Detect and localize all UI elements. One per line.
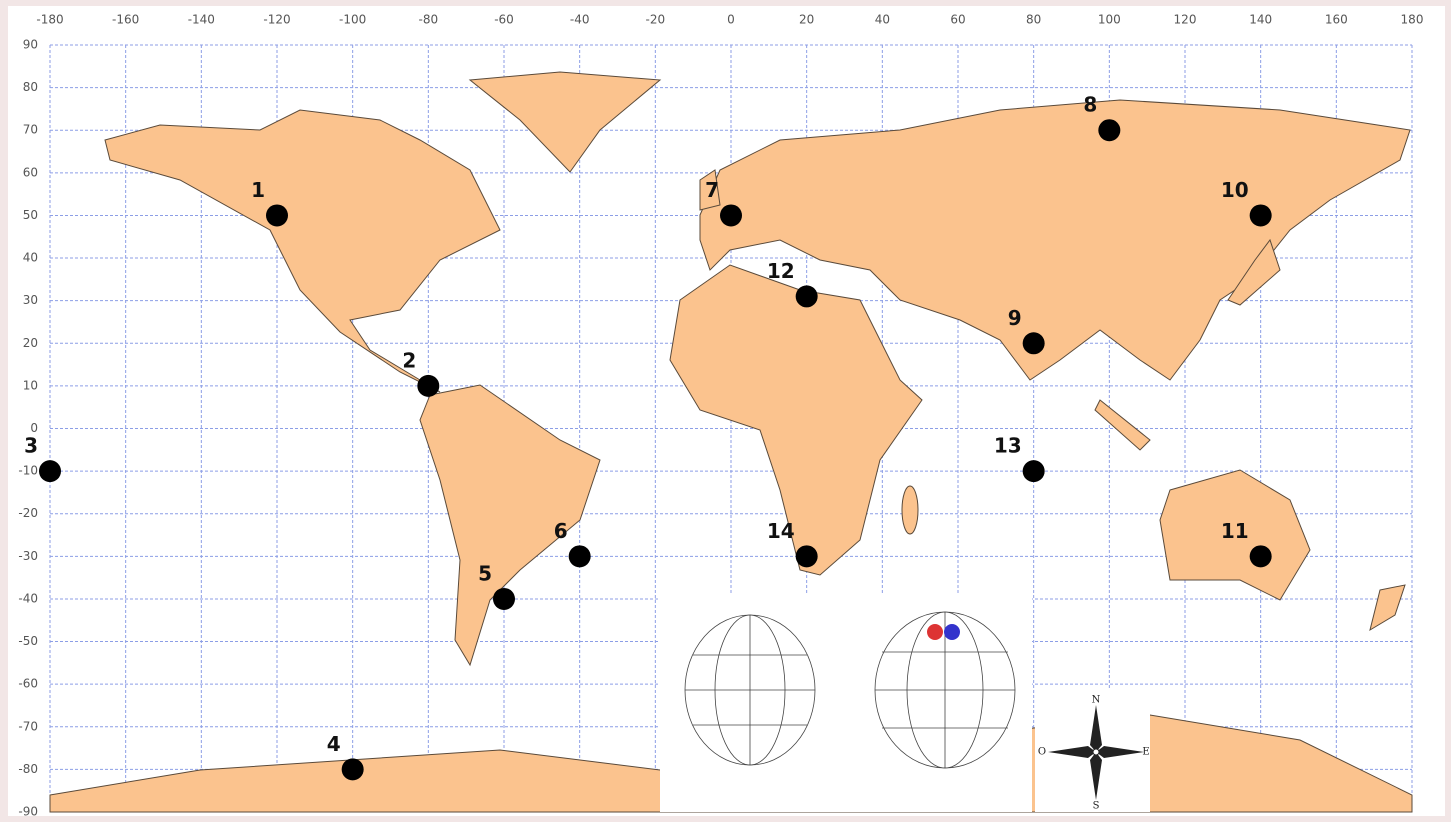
y-tick-label: -50 (18, 634, 38, 648)
x-tick-label: -60 (494, 13, 514, 27)
point-label: 8 (1083, 93, 1097, 117)
point (1249, 204, 1272, 227)
point-label: 4 (327, 732, 341, 756)
x-tick-label: 140 (1249, 13, 1272, 27)
y-tick-label: 60 (23, 165, 38, 179)
point-label: 6 (554, 519, 568, 543)
compass-o: O (1038, 747, 1046, 758)
point-label: 10 (1221, 178, 1249, 202)
greenland (468, 71, 662, 173)
madagascar (901, 485, 919, 535)
y-tick-label: -40 (18, 591, 38, 605)
africa (669, 264, 923, 576)
uk (699, 169, 721, 211)
x-tick-label: 160 (1325, 13, 1348, 27)
x-tick-label: 80 (1026, 13, 1041, 27)
x-tick-label: -180 (36, 13, 63, 27)
y-tick-label: -70 (18, 719, 38, 733)
x-tick-label: -20 (646, 13, 666, 27)
x-tick-label: -160 (112, 13, 139, 27)
point-label: 14 (767, 519, 795, 543)
point (720, 204, 742, 227)
indonesia (1094, 399, 1151, 451)
point (493, 587, 515, 610)
globe-inset (660, 595, 1032, 812)
point-label: 11 (1221, 519, 1249, 543)
compass-needle (1096, 746, 1144, 758)
globe-right (874, 611, 1016, 769)
point-label: 3 (24, 434, 38, 458)
compass: N S E O (1035, 690, 1150, 812)
y-tick-label: -80 (18, 762, 38, 776)
y-tick-label: -20 (18, 506, 38, 520)
point (266, 204, 288, 227)
point (417, 374, 440, 397)
x-tick-label: 180 (1401, 13, 1424, 27)
compass-center (1092, 748, 1100, 756)
y-tick-label: 40 (23, 251, 38, 265)
x-tick-label: -80 (419, 13, 439, 27)
point-label: 9 (1008, 306, 1022, 330)
y-tick-label: 50 (23, 208, 38, 222)
x-tick-label: -40 (570, 13, 590, 27)
y-tick-label: 20 (23, 336, 38, 350)
y-tick-label: -10 (18, 464, 38, 478)
eurasia (699, 99, 1411, 381)
south-america (419, 384, 601, 667)
globe-left (684, 614, 816, 766)
x-tick-label: -140 (188, 13, 215, 27)
y-tick-label: 0 (30, 421, 38, 435)
point (1022, 332, 1045, 355)
japan (1227, 238, 1281, 306)
compass-n: N (1092, 695, 1101, 706)
compass-needle (1090, 705, 1102, 752)
x-tick-label: 100 (1098, 13, 1121, 27)
point (1022, 460, 1045, 483)
x-tick-label: 20 (799, 13, 814, 27)
x-tick-label: 0 (727, 13, 735, 27)
x-tick-label: 120 (1174, 13, 1197, 27)
point (795, 285, 818, 308)
y-tick-label: -90 (18, 805, 38, 819)
y-tick-label: 70 (23, 123, 38, 137)
point (39, 460, 61, 483)
point-label: 2 (402, 348, 416, 372)
x-tick-label: -120 (263, 13, 290, 27)
point (1249, 545, 1272, 568)
point (795, 545, 818, 568)
point-label: 5 (478, 561, 492, 585)
y-tick-label: 10 (23, 378, 38, 392)
point (568, 545, 591, 568)
point (1098, 119, 1121, 142)
point-label: 1 (251, 178, 265, 202)
north-america (104, 109, 501, 393)
compass-needle (1048, 746, 1096, 758)
y-tick-label: -30 (18, 549, 38, 563)
point (341, 758, 364, 781)
compass-s: S (1093, 801, 1100, 812)
compass-e: E (1142, 747, 1149, 758)
y-tick-label: 80 (23, 80, 38, 94)
point-label: 7 (705, 178, 719, 202)
y-tick-label: 30 (23, 293, 38, 307)
new-zealand (1369, 584, 1406, 632)
y-tick-label: 90 (23, 38, 38, 52)
australia (1159, 469, 1311, 601)
y-tick-label: -60 (18, 677, 38, 691)
compass-needle (1090, 752, 1102, 800)
point-label: 13 (994, 434, 1022, 458)
x-tick-label: -100 (339, 13, 366, 27)
x-tick-label: 60 (950, 13, 965, 27)
x-tick-label: 40 (875, 13, 890, 27)
point-label: 12 (767, 259, 795, 283)
